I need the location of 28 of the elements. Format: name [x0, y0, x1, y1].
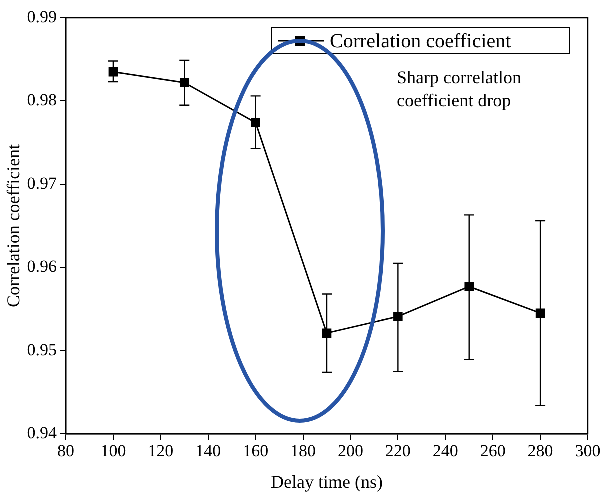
x-tick-label: 300 [575, 442, 601, 461]
legend-label: Correlation coefficient [330, 30, 512, 52]
x-tick-label: 180 [290, 442, 316, 461]
y-tick-label: 0.94 [27, 423, 58, 442]
point [464, 282, 474, 292]
y-axis-title: Correlation coefficient [4, 144, 24, 308]
y-tick-label: 0.96 [27, 257, 57, 276]
point [180, 78, 190, 88]
point [251, 118, 260, 128]
point [322, 328, 332, 338]
annotation: Sharp correlatlon coefficient drop [397, 68, 522, 111]
x-tick-label: 120 [148, 442, 174, 461]
x-tick-label: 220 [385, 442, 411, 461]
x-tick-label: 100 [100, 442, 126, 461]
x-tick-label: 280 [528, 442, 554, 461]
x-tick-label: 80 [58, 442, 74, 461]
y-tick-label: 0.95 [27, 340, 57, 360]
x-tick-label: 160 [243, 442, 269, 461]
y-tick-label: 0.97 [27, 174, 58, 193]
x-axis-title: Delay time (ns) [271, 472, 383, 492]
point [394, 312, 403, 322]
x-tick-label: 240 [432, 442, 458, 461]
x-tick-label: 200 [338, 442, 364, 461]
x-tick-label: 260 [480, 442, 506, 461]
y-tick-label: 0.99 [27, 7, 57, 26]
y-tick-label: 0.98 [27, 90, 57, 110]
x-tick-label: 140 [196, 442, 222, 461]
point [536, 308, 546, 318]
